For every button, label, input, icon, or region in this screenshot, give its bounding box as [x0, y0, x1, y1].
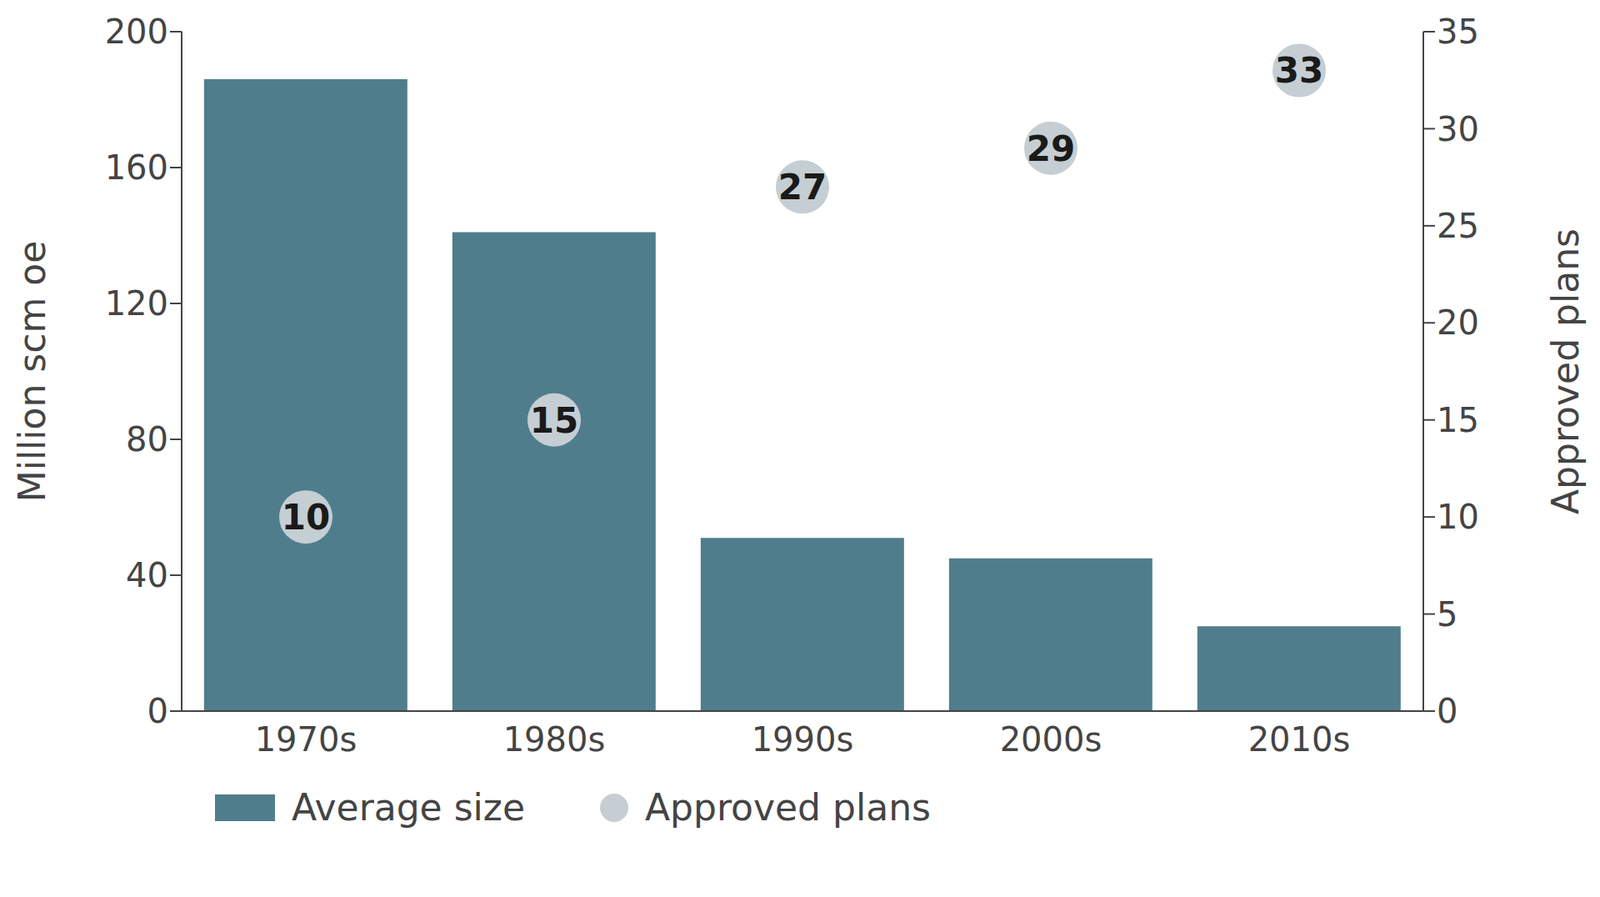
svg-text:5: 5 [1436, 595, 1458, 634]
svg-text:Million scm oe: Million scm oe [10, 240, 54, 503]
svg-text:200: 200 [105, 12, 169, 51]
svg-text:33: 33 [1275, 50, 1324, 91]
svg-text:20: 20 [1436, 303, 1480, 342]
svg-text:10: 10 [281, 496, 330, 538]
svg-text:15: 15 [530, 400, 579, 441]
svg-text:2000s: 2000s [1000, 720, 1103, 759]
svg-text:120: 120 [105, 284, 169, 323]
svg-text:40: 40 [125, 555, 169, 595]
svg-text:1970s: 1970s [255, 720, 358, 759]
svg-text:Approved plans: Approved plans [1544, 228, 1587, 515]
svg-text:29: 29 [1026, 128, 1075, 170]
svg-text:10: 10 [1436, 497, 1480, 536]
svg-text:15: 15 [1436, 400, 1480, 440]
svg-text:0: 0 [147, 691, 169, 730]
svg-text:80: 80 [125, 420, 169, 459]
svg-text:160: 160 [105, 148, 169, 187]
html-text:Average size: Average size [291, 785, 525, 829]
svg-text:27: 27 [778, 166, 827, 208]
svg-text:30: 30 [1436, 110, 1480, 149]
svg-text:0: 0 [1436, 691, 1458, 730]
svg-text:2010s: 2010s [1248, 720, 1351, 759]
svg-text:1980s: 1980s [503, 720, 606, 759]
svg-text:35: 35 [1436, 12, 1480, 51]
svg-text:25: 25 [1436, 206, 1480, 245]
html-text:Approved plans: Approved plans [645, 785, 931, 829]
svg-text:1990s: 1990s [751, 720, 855, 759]
